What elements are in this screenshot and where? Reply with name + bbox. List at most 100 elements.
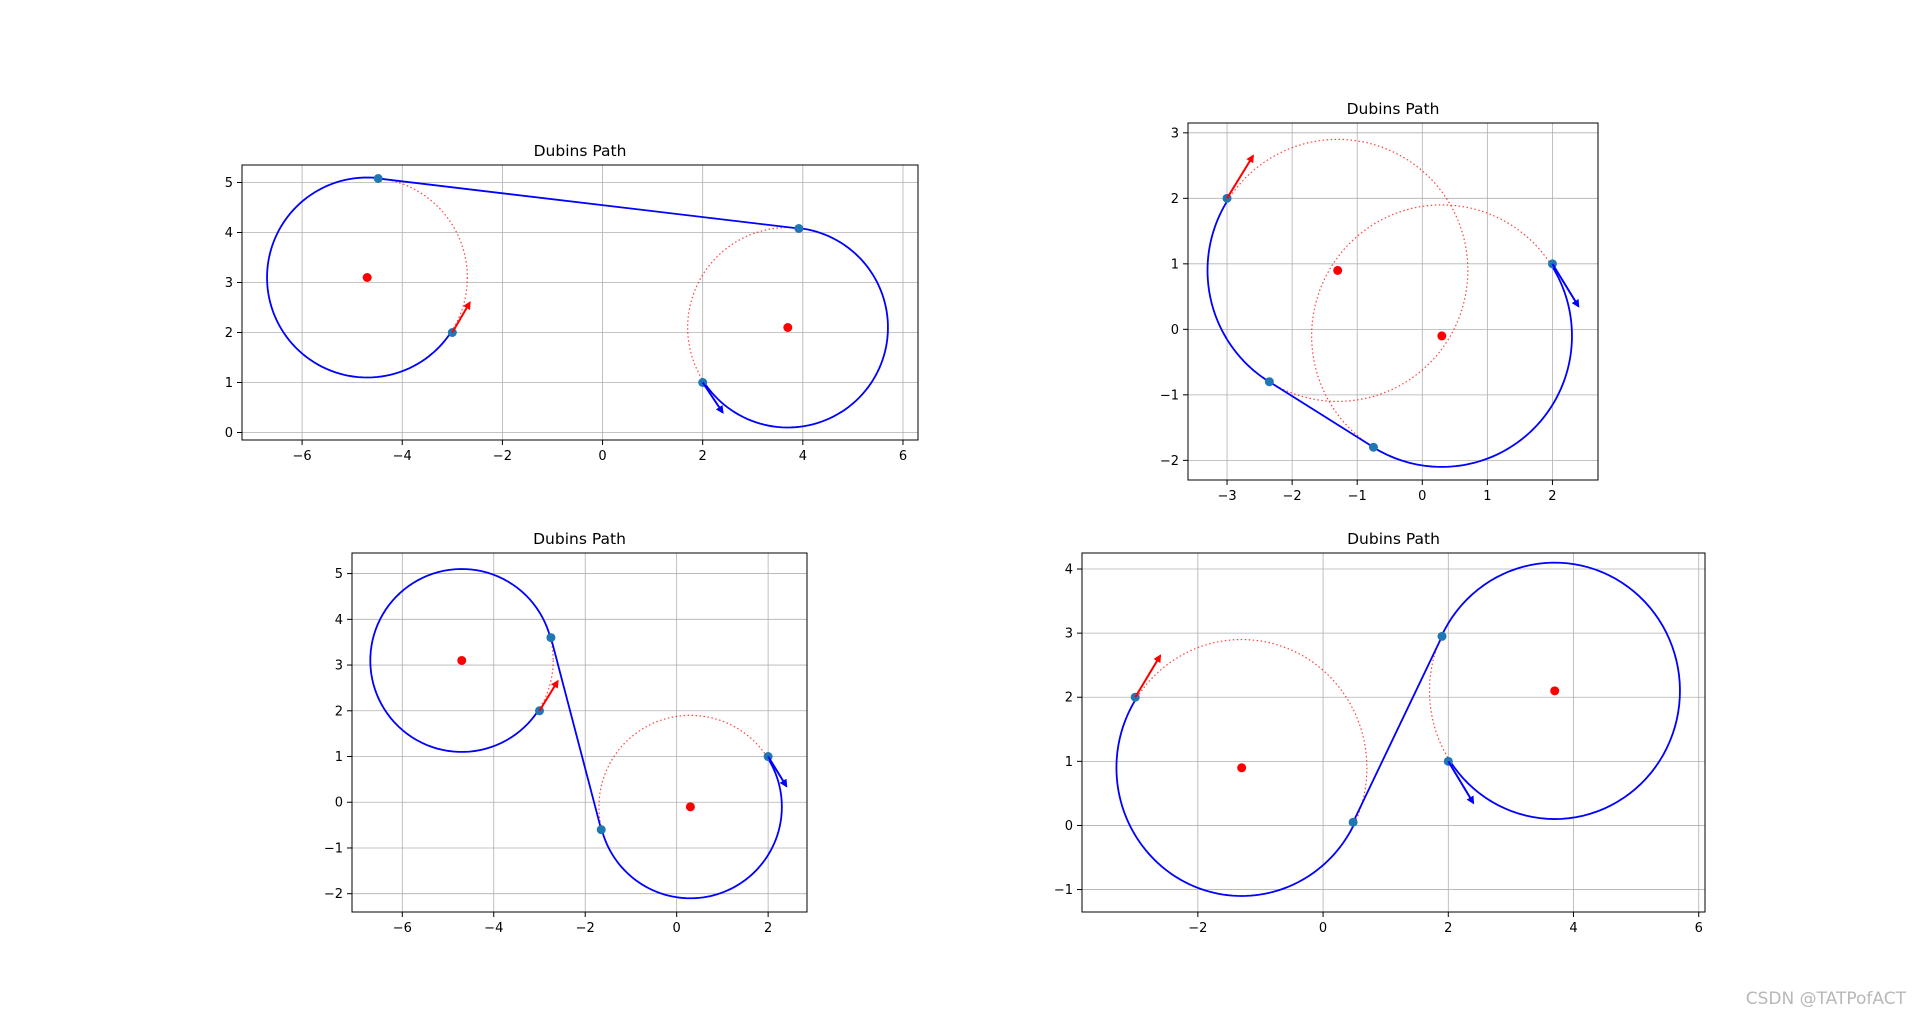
y-tick-label: 2 xyxy=(1171,192,1179,207)
y-tick-label: 4 xyxy=(225,226,233,241)
y-tick-label: 1 xyxy=(225,376,233,391)
y-tick-label: 2 xyxy=(225,326,233,341)
path-segment-line xyxy=(1352,635,1443,823)
y-tick-label: 5 xyxy=(225,176,233,191)
y-tick-label: 1 xyxy=(1171,257,1179,272)
axes-frame xyxy=(241,164,919,441)
y-tick-label: 2 xyxy=(335,704,343,719)
x-tick-label: −1 xyxy=(1348,489,1367,504)
start-heading-arrow xyxy=(1134,654,1162,698)
subplot-4: −2 0 2 4 6 −1 0 1 2 3 4 Dubins Path xyxy=(1054,530,1706,936)
x-tick-label: −2 xyxy=(493,449,512,464)
y-tick-label: −2 xyxy=(1160,454,1179,469)
subplot-1: −6 −4 −2 0 2 4 6 0 1 2 3 4 5 Dubins Path xyxy=(225,142,919,464)
circle-center-point xyxy=(362,273,372,282)
goal-heading-arrow xyxy=(1447,760,1475,805)
plot-area xyxy=(1115,561,1681,897)
x-tick-label: 0 xyxy=(1319,921,1327,936)
x-tick-label: 0 xyxy=(673,921,681,936)
start-heading-arrow xyxy=(451,301,471,334)
start-heading-arrow xyxy=(1226,154,1254,199)
x-tick-label: 0 xyxy=(598,449,606,464)
circle-center-point xyxy=(1550,686,1560,696)
axes-frame xyxy=(1081,552,1706,913)
circle-center-point xyxy=(457,655,467,665)
path-segment-arc xyxy=(266,176,453,379)
path-point xyxy=(546,633,556,643)
path-segment-arc xyxy=(1206,198,1270,383)
x-tick-label: −4 xyxy=(484,921,503,936)
x-tick-label: 2 xyxy=(699,449,707,464)
goal-heading-arrow xyxy=(767,755,788,788)
y-tick-label: 0 xyxy=(335,796,343,811)
y-tick-label: 3 xyxy=(335,659,343,674)
turning-circle xyxy=(1115,638,1368,897)
y-tick-label: 1 xyxy=(1065,755,1073,770)
path-point xyxy=(1348,817,1358,827)
path-segment-arc xyxy=(1115,697,1356,897)
plot-area xyxy=(369,568,788,900)
subplot-2: −3 −2 −1 0 1 2 −2 −1 0 1 2 3 Dubins Path xyxy=(1160,100,1599,504)
x-tick-label: 2 xyxy=(764,921,772,936)
circle-center-point xyxy=(1333,265,1343,275)
y-tick-label: 4 xyxy=(1065,563,1073,578)
path-point xyxy=(794,224,804,233)
y-tick-label: −1 xyxy=(324,841,343,856)
path-point xyxy=(1368,442,1378,452)
y-tick-label: 1 xyxy=(335,750,343,765)
x-tick-label: 1 xyxy=(1483,489,1491,504)
y-tick-label: 3 xyxy=(1171,126,1179,141)
x-tick-label: −6 xyxy=(393,921,412,936)
path-segment-arc xyxy=(600,756,783,900)
x-tick-label: 4 xyxy=(799,449,807,464)
path-point xyxy=(1437,631,1447,641)
path-point xyxy=(596,825,606,835)
watermark: CSDN @TATPofACT xyxy=(1745,989,1906,1009)
axes-frame xyxy=(1187,122,1599,481)
goal-heading-arrow xyxy=(701,381,724,414)
plot-area xyxy=(266,174,889,429)
x-tick-label: 6 xyxy=(1695,921,1703,936)
path-segment-arc xyxy=(1372,264,1573,468)
chart-title: Dubins Path xyxy=(1347,100,1440,118)
circle-center-point xyxy=(1237,763,1247,773)
x-tick-label: 0 xyxy=(1418,489,1426,504)
path-segment-arc xyxy=(702,227,889,429)
y-tick-label: 3 xyxy=(1065,627,1073,642)
goal-heading-arrow xyxy=(1551,263,1580,308)
path-segment-arc xyxy=(369,568,552,753)
x-tick-label: −3 xyxy=(1217,489,1236,504)
y-tick-label: −1 xyxy=(1160,388,1179,403)
x-tick-label: 2 xyxy=(1548,489,1556,504)
y-tick-label: 5 xyxy=(335,567,343,582)
subplot-3: −6 −4 −2 0 2 −2 −1 0 1 2 3 4 5 Dubins Path xyxy=(324,530,808,936)
x-tick-label: −4 xyxy=(393,449,412,464)
x-tick-label: −6 xyxy=(293,449,312,464)
plot-area xyxy=(1206,138,1580,468)
y-tick-label: 0 xyxy=(1065,819,1073,834)
circle-center-point xyxy=(685,802,695,812)
turning-circle xyxy=(369,568,554,753)
y-tick-label: 3 xyxy=(225,276,233,291)
y-tick-label: −2 xyxy=(324,887,343,902)
chart-title: Dubins Path xyxy=(1347,530,1440,548)
path-segment-line xyxy=(550,637,603,830)
y-tick-label: 2 xyxy=(1065,691,1073,706)
circle-center-point xyxy=(783,323,793,332)
y-tick-label: −1 xyxy=(1054,883,1073,898)
path-point xyxy=(373,174,383,183)
x-tick-label: 2 xyxy=(1444,921,1452,936)
y-tick-label: 0 xyxy=(1171,323,1179,338)
chart-title: Dubins Path xyxy=(534,142,627,160)
path-segment-arc xyxy=(1440,561,1681,820)
start-heading-arrow xyxy=(538,679,559,712)
circle-center-point xyxy=(1437,331,1447,341)
x-tick-label: −2 xyxy=(1188,921,1207,936)
x-tick-label: 4 xyxy=(1569,921,1577,936)
turning-circle xyxy=(1206,138,1469,402)
x-tick-label: −2 xyxy=(576,921,595,936)
x-tick-label: −2 xyxy=(1283,489,1302,504)
path-point xyxy=(1264,377,1274,387)
path-segment-line xyxy=(1268,380,1374,449)
